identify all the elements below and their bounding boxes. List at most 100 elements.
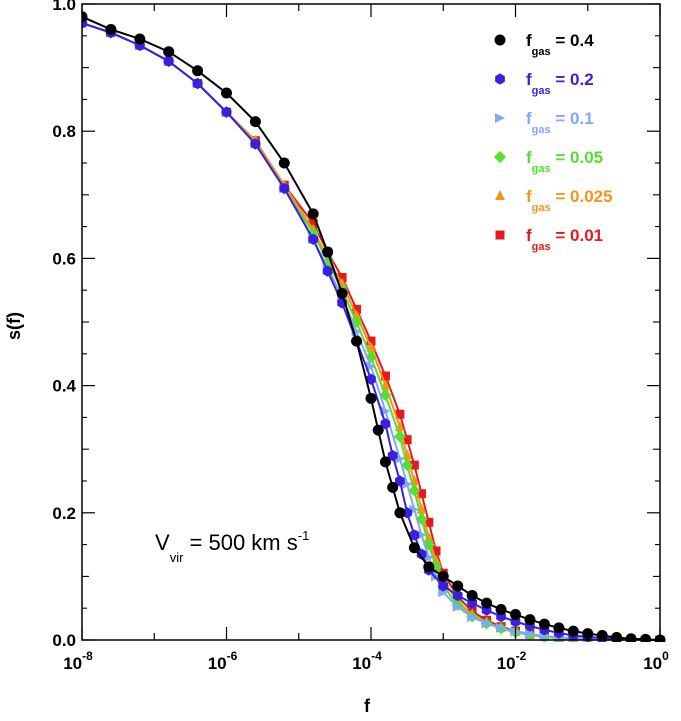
data-point bbox=[467, 612, 478, 623]
vvir-annotation: Vvir = 500 km s-1 bbox=[155, 528, 309, 565]
x-tick-exponent: -4 bbox=[371, 649, 382, 663]
y-axis-label: s(f) bbox=[4, 312, 24, 340]
legend-text-part: = 0.05 bbox=[551, 148, 603, 167]
data-point bbox=[249, 116, 261, 128]
y-tick-label: 0.0 bbox=[52, 631, 76, 650]
data-point bbox=[387, 449, 398, 462]
data-point bbox=[567, 625, 579, 637]
data-point bbox=[395, 475, 405, 487]
data-point bbox=[278, 157, 290, 169]
vvir-text-part: = 500 km s bbox=[183, 530, 297, 555]
y-tick-label: 0.8 bbox=[52, 122, 76, 141]
data-point bbox=[387, 481, 399, 493]
data-point bbox=[596, 630, 608, 642]
data-point bbox=[365, 392, 377, 404]
data-point bbox=[380, 418, 391, 430]
legend-label: fgas = 0.05 bbox=[526, 148, 603, 175]
data-point bbox=[192, 65, 204, 77]
legend-marker bbox=[495, 73, 505, 85]
legend-entry-0.1: fgas = 0.1 bbox=[495, 109, 594, 136]
legend-label: fgas = 0.01 bbox=[526, 226, 603, 253]
data-point bbox=[452, 601, 463, 612]
y-tick-label: 1.0 bbox=[52, 0, 76, 14]
data-point bbox=[105, 23, 117, 35]
x-tick-exponent: -6 bbox=[227, 649, 238, 663]
legend-text-part: gas bbox=[532, 202, 551, 214]
data-point bbox=[336, 287, 348, 299]
legend-marker bbox=[494, 34, 506, 46]
legend-entry-0.4: fgas = 0.4 bbox=[494, 31, 594, 58]
data-point bbox=[408, 542, 420, 554]
data-point bbox=[192, 77, 203, 90]
data-point bbox=[307, 208, 319, 220]
data-point bbox=[409, 460, 419, 470]
legend-label: fgas = 0.1 bbox=[526, 109, 594, 136]
x-tick-exponent: 0 bbox=[662, 649, 669, 663]
data-point bbox=[322, 265, 333, 277]
legend-text-part: f bbox=[526, 109, 532, 128]
data-point bbox=[372, 424, 384, 436]
data-point bbox=[401, 459, 414, 472]
legend-text-part: = 0.2 bbox=[551, 70, 594, 89]
data-point bbox=[279, 182, 290, 195]
data-point bbox=[134, 33, 146, 45]
legend-text-part: gas bbox=[532, 241, 551, 253]
data-point bbox=[510, 609, 521, 621]
legend-entry-0.2: fgas = 0.2 bbox=[495, 70, 594, 97]
series-fgas-0.4 bbox=[82, 11, 666, 642]
data-point bbox=[379, 389, 392, 402]
vvir-text-part: V bbox=[155, 530, 170, 555]
legend-entry-0.01: fgas = 0.01 bbox=[495, 226, 603, 253]
data-point bbox=[452, 589, 463, 602]
data-point bbox=[538, 618, 550, 630]
data-point bbox=[394, 507, 406, 519]
legend-text-part: f bbox=[526, 70, 532, 89]
y-tick-label: 0.4 bbox=[52, 377, 76, 396]
data-point bbox=[351, 335, 363, 347]
data-point bbox=[221, 87, 232, 99]
legend-entry-0.05: fgas = 0.05 bbox=[494, 148, 603, 175]
data-point bbox=[322, 246, 334, 258]
data-point bbox=[366, 373, 376, 385]
data-point bbox=[163, 46, 175, 58]
data-point bbox=[495, 603, 507, 615]
legend-entry-0.025: fgas = 0.025 bbox=[495, 187, 613, 214]
data-point bbox=[481, 597, 493, 609]
data-point bbox=[481, 618, 492, 629]
data-point bbox=[393, 430, 406, 443]
legend-label: fgas = 0.4 bbox=[526, 31, 594, 58]
legend-marker bbox=[495, 230, 505, 240]
data-point bbox=[82, 11, 88, 23]
data-point bbox=[379, 456, 391, 468]
data-point bbox=[466, 589, 478, 601]
legend-text-part: f bbox=[526, 187, 532, 206]
legend-label: fgas = 0.2 bbox=[526, 70, 594, 97]
data-point bbox=[438, 580, 449, 592]
x-axis-label: f bbox=[364, 696, 371, 716]
axes-layer: 10-8 10-6 10-4 10-2 1000.00.20.40.60.81.0fs(… bbox=[4, 0, 669, 716]
legend-text-part: gas bbox=[532, 85, 551, 97]
data-point bbox=[409, 529, 420, 541]
legend-label: fgas = 0.025 bbox=[526, 187, 613, 214]
vvir-label: Vvir = 500 km s-1 bbox=[155, 528, 309, 565]
legend-text-part: f bbox=[526, 31, 532, 50]
y-tick-label: 0.6 bbox=[52, 249, 76, 268]
x-tick-exponent: -2 bbox=[516, 649, 527, 663]
data-point bbox=[423, 561, 435, 573]
data-point bbox=[402, 507, 412, 519]
data-point bbox=[452, 580, 464, 592]
legend-marker bbox=[494, 151, 506, 163]
data-point bbox=[408, 484, 421, 497]
legend-text-part: = 0.025 bbox=[551, 187, 613, 206]
y-tick-label: 0.2 bbox=[52, 504, 76, 523]
legend-text-part: gas bbox=[532, 124, 551, 136]
legend-text-part: = 0.4 bbox=[551, 31, 595, 50]
data-point bbox=[524, 629, 535, 640]
data-point bbox=[366, 361, 376, 372]
data-point bbox=[524, 614, 536, 626]
data-point bbox=[416, 548, 427, 560]
legend-text-part: gas bbox=[532, 46, 551, 58]
